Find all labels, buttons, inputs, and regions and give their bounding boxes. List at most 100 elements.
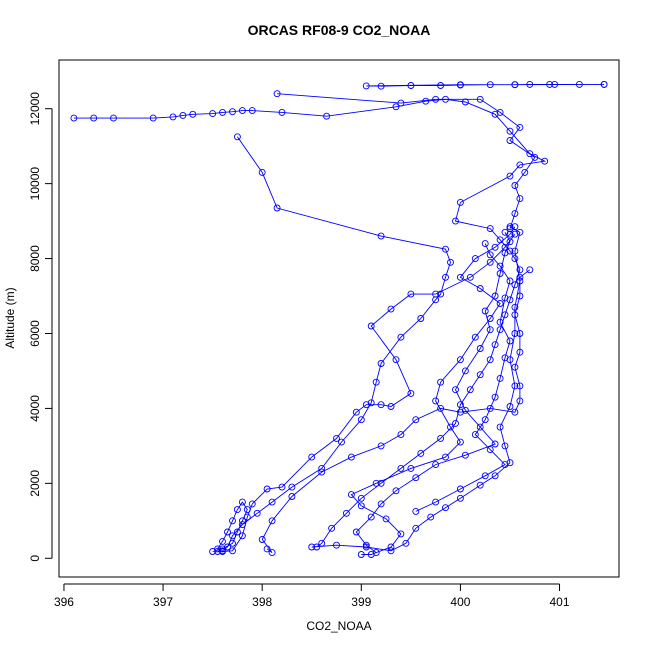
data-point	[501, 228, 509, 236]
data-point	[452, 217, 459, 225]
x-tick-label: 400	[450, 595, 470, 609]
data-point	[511, 408, 519, 416]
data-point	[496, 270, 504, 277]
x-axis-label: CO2_NOAA	[306, 619, 371, 633]
data-point	[481, 240, 489, 248]
data-point	[516, 266, 524, 274]
data-point	[486, 446, 494, 454]
data-point	[149, 114, 157, 122]
data-point	[268, 498, 276, 506]
data-point	[447, 258, 454, 266]
data-point	[496, 318, 504, 326]
data-point	[412, 507, 420, 515]
data-point	[169, 113, 177, 121]
data-point	[452, 419, 459, 427]
data-point	[506, 223, 514, 231]
data-point	[506, 247, 514, 255]
data-point	[506, 337, 514, 345]
series-8	[347, 223, 519, 558]
data-point	[377, 401, 385, 409]
data-point	[377, 479, 385, 487]
data-point	[397, 464, 405, 472]
data-point	[412, 416, 420, 424]
data-point	[506, 172, 514, 180]
data-point	[209, 110, 217, 118]
data-point	[437, 434, 445, 442]
data-point	[511, 182, 519, 189]
series-1	[362, 80, 608, 90]
data-point	[476, 95, 484, 103]
data-point	[362, 541, 370, 549]
data-point	[397, 530, 405, 538]
data-point	[397, 333, 405, 341]
data-point	[466, 273, 474, 281]
data-point	[506, 127, 514, 135]
plot-frame	[58, 59, 620, 578]
data-point	[476, 371, 484, 379]
chart-title: ORCAS RF08-9 CO2_NOAA	[248, 22, 431, 38]
series-line	[277, 93, 536, 229]
data-point	[516, 195, 524, 203]
data-point	[506, 277, 514, 285]
data-point	[437, 378, 445, 386]
data-point	[397, 431, 405, 439]
data-point	[461, 406, 469, 414]
data-point	[308, 453, 316, 461]
data-point	[342, 509, 350, 517]
data-point	[496, 262, 504, 270]
data-point	[352, 408, 360, 416]
data-point	[233, 506, 241, 514]
y-tick-label: 2000	[28, 470, 42, 497]
data-point	[516, 330, 524, 337]
data-point	[442, 273, 449, 281]
data-point	[506, 137, 514, 144]
data-point	[516, 382, 524, 390]
data-point	[243, 506, 251, 514]
data-point	[189, 110, 197, 118]
data-point	[219, 545, 226, 553]
data-point	[387, 547, 395, 555]
data-point	[288, 483, 296, 491]
data-point	[367, 322, 375, 330]
data-point	[496, 300, 504, 307]
data-point	[496, 326, 504, 334]
data-point	[392, 103, 400, 111]
series-line	[311, 226, 521, 552]
data-point	[318, 464, 326, 472]
data-point	[407, 82, 415, 89]
data-point	[551, 80, 559, 88]
data-point	[224, 528, 231, 536]
data-point	[491, 440, 499, 448]
data-point	[229, 517, 236, 525]
data-point	[506, 238, 514, 246]
data-point	[238, 532, 246, 540]
series-9	[352, 228, 514, 557]
series-5	[209, 230, 519, 555]
data-point	[461, 98, 469, 106]
data-point	[442, 453, 449, 461]
data-point	[501, 249, 509, 257]
series-line	[217, 136, 451, 552]
data-point	[511, 382, 519, 390]
data-point	[432, 95, 440, 103]
data-point	[476, 481, 484, 489]
data-point	[392, 487, 400, 495]
x-tick-label: 399	[351, 595, 371, 609]
data-point	[486, 356, 494, 364]
data-point	[288, 493, 296, 500]
data-point	[248, 500, 256, 508]
data-point	[387, 403, 395, 410]
data-point	[387, 305, 395, 313]
data-point	[456, 485, 464, 493]
data-point	[511, 81, 519, 89]
data-point	[456, 438, 464, 446]
data-point	[511, 303, 519, 311]
data-point	[476, 345, 484, 352]
data-point	[511, 210, 519, 218]
data-point	[541, 157, 549, 165]
data-point	[516, 123, 524, 131]
data-point	[318, 468, 326, 476]
data-point	[347, 491, 355, 499]
